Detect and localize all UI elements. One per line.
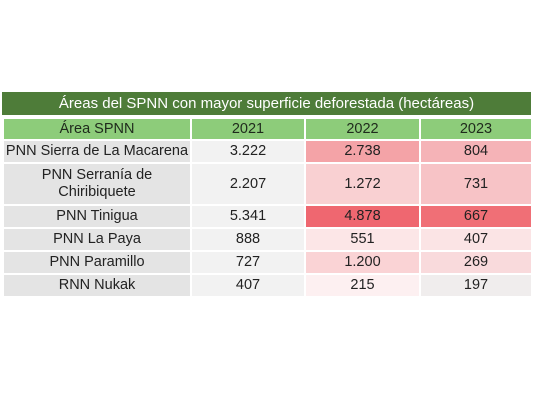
cell-2022: 215: [304, 273, 421, 298]
header-2023: 2023: [419, 117, 533, 141]
table-row: PNN Serranía de Chiribiquete 2.207 1.272…: [2, 162, 533, 206]
table-row: PNN La Paya 888 551 407: [2, 227, 533, 252]
cell-2021: 727: [190, 250, 306, 275]
cell-2023: 407: [419, 227, 533, 252]
table-title: Áreas del SPNN con mayor superficie defo…: [2, 92, 531, 117]
table-row: PNN Tinigua 5.341 4.878 667: [2, 204, 533, 229]
cell-2023: 804: [419, 139, 533, 164]
cell-2022: 551: [304, 227, 421, 252]
table-row: PNN Sierra de La Macarena 3.222 2.738 80…: [2, 139, 533, 164]
cell-2021: 2.207: [190, 162, 306, 206]
table-row: RNN Nukak 407 215 197: [2, 273, 533, 298]
cell-2021: 407: [190, 273, 306, 298]
row-area-name: PNN Sierra de La Macarena: [2, 139, 192, 164]
cell-2023: 197: [419, 273, 533, 298]
deforestation-table-container: Áreas del SPNN con mayor superficie defo…: [2, 92, 533, 298]
row-area-name: RNN Nukak: [2, 273, 192, 298]
row-area-name: PNN Paramillo: [2, 250, 192, 275]
deforestation-table: Área SPNN 2021 2022 2023 PNN Sierra de L…: [2, 117, 533, 298]
cell-2022: 2.738: [304, 139, 421, 164]
header-2022: 2022: [304, 117, 421, 141]
header-area: Área SPNN: [2, 117, 192, 141]
cell-2022: 1.200: [304, 250, 421, 275]
row-area-name: PNN La Paya: [2, 227, 192, 252]
table-row: PNN Paramillo 727 1.200 269: [2, 250, 533, 275]
header-2021: 2021: [190, 117, 306, 141]
row-area-name: PNN Serranía de Chiribiquete: [2, 162, 192, 206]
cell-2021: 5.341: [190, 204, 306, 229]
cell-2023: 269: [419, 250, 533, 275]
cell-2023: 731: [419, 162, 533, 206]
row-area-name: PNN Tinigua: [2, 204, 192, 229]
cell-2021: 888: [190, 227, 306, 252]
cell-2022: 1.272: [304, 162, 421, 206]
cell-2023: 667: [419, 204, 533, 229]
cell-2022: 4.878: [304, 204, 421, 229]
header-row: Área SPNN 2021 2022 2023: [2, 117, 533, 141]
cell-2021: 3.222: [190, 139, 306, 164]
